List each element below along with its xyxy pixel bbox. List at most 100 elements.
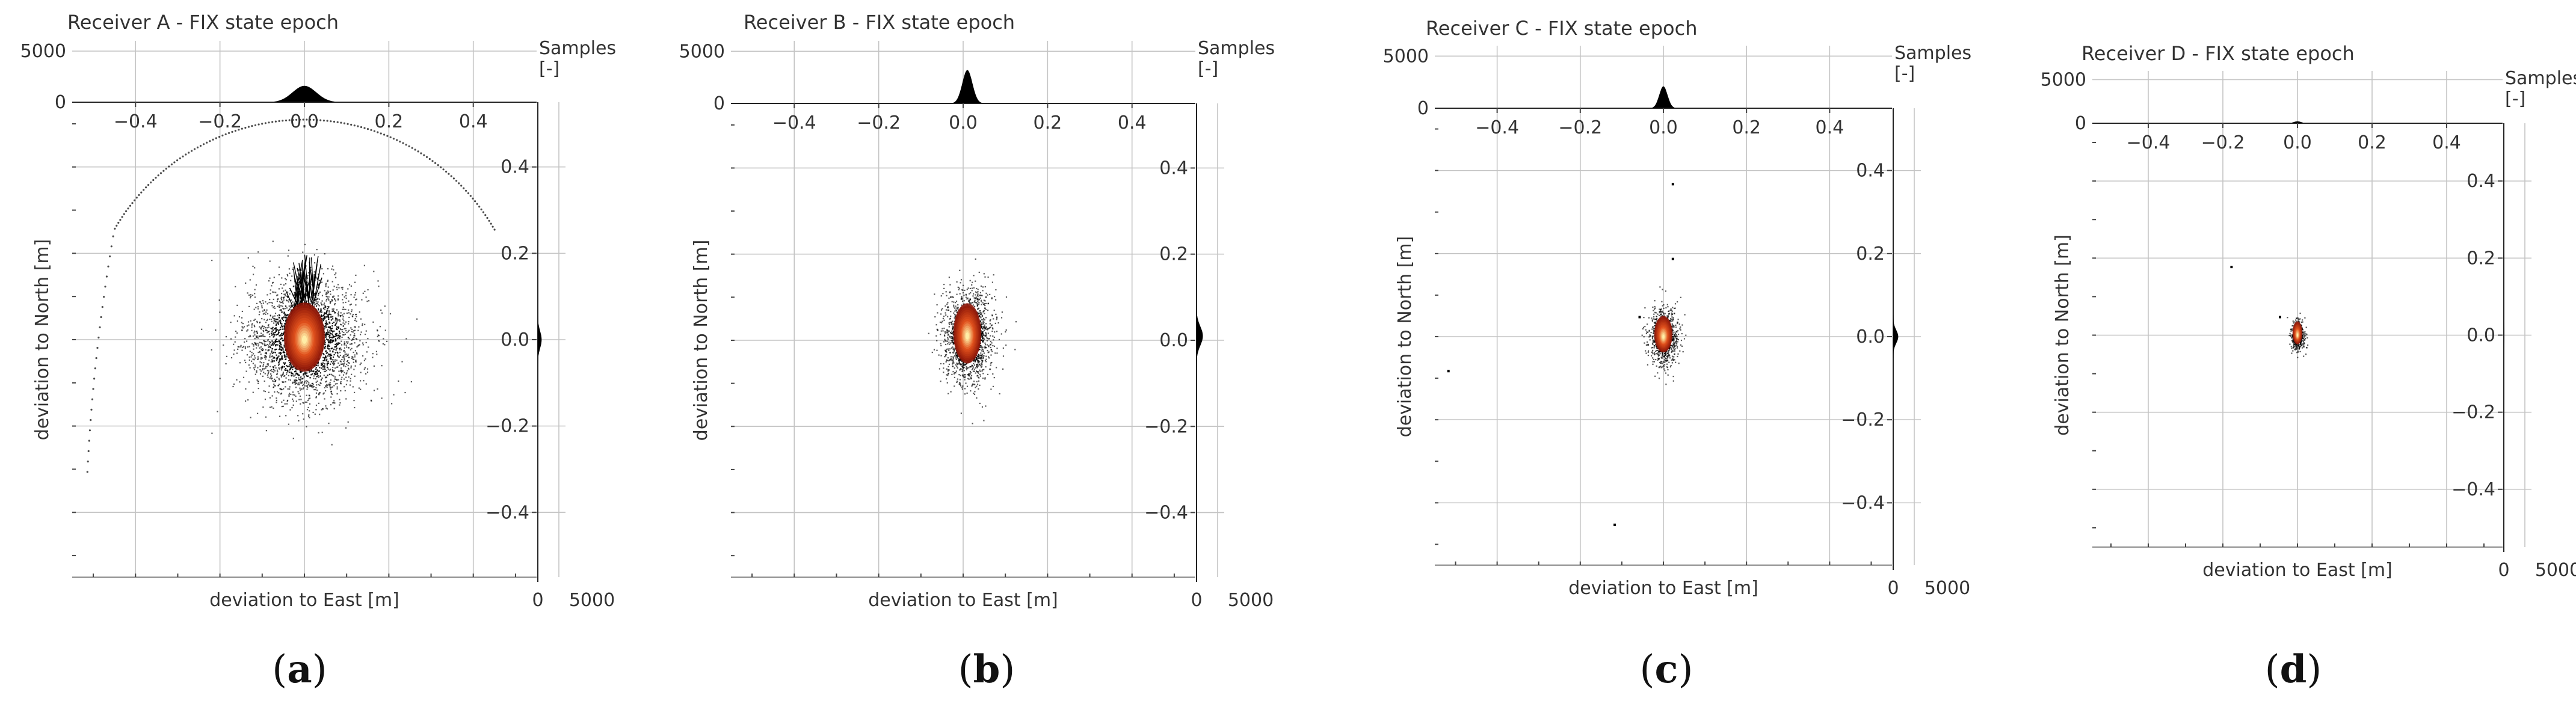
scatter-point (337, 326, 340, 328)
outlier-point (238, 129, 240, 131)
scatter-point (264, 327, 267, 329)
y-tick-label: 0.2 (1159, 244, 1188, 265)
scatter-point (247, 346, 248, 348)
scatter-point (280, 311, 283, 313)
scatter-point (341, 336, 343, 338)
scatter-point (377, 335, 378, 337)
panel-caption: (b) (958, 647, 1015, 692)
scatter-point (325, 332, 327, 334)
scatter-point (960, 368, 962, 370)
scatter-point (968, 301, 970, 302)
scatter-point (349, 304, 351, 306)
scatter-point (339, 404, 340, 406)
scatter-point (241, 329, 243, 331)
scatter-point (254, 338, 256, 340)
scatter-streak (289, 288, 299, 307)
scatter-point (960, 385, 962, 387)
y-tick-label: −0.2 (485, 416, 529, 437)
scatter-point (368, 300, 370, 302)
scatter-point (289, 364, 291, 366)
scatter-point (278, 340, 280, 341)
scatter-point (376, 353, 378, 355)
scatter-point (250, 295, 252, 297)
scatter-point (995, 289, 997, 291)
outlier-point (129, 204, 132, 207)
scatter-point (276, 402, 277, 403)
scatter-point (242, 346, 244, 348)
scatter-point (282, 372, 285, 373)
scatter-point (349, 343, 351, 345)
marginal-x-histogram (937, 70, 998, 103)
scatter-point (336, 347, 338, 349)
scatter-point (256, 330, 258, 332)
scatter-point (980, 314, 982, 316)
scatter-point (275, 328, 277, 329)
outlier-point (203, 143, 205, 145)
scatter-point (278, 378, 280, 379)
scatter-point (336, 322, 337, 323)
scatter-point (284, 314, 286, 316)
scatter-point (378, 286, 380, 287)
scatter-point (972, 295, 974, 297)
scatter-point (306, 380, 307, 382)
scatter-point (261, 326, 263, 328)
scatter-point (281, 337, 283, 340)
scatter-point (325, 336, 327, 338)
scatter-point (275, 330, 277, 332)
scatter-point (272, 361, 274, 363)
scatter-point (298, 399, 300, 400)
scatter-point (289, 308, 291, 310)
scatter-point (327, 280, 329, 281)
scatter-point (318, 402, 319, 404)
scatter-point (337, 337, 339, 339)
scatter-point (328, 373, 330, 376)
scatter-point (347, 353, 349, 355)
scatter-point (275, 320, 277, 322)
scatter-point (329, 326, 331, 328)
outlier-point (285, 119, 288, 121)
y-tick-label: −0.4 (1144, 503, 1188, 524)
scatter-point (306, 409, 309, 411)
scatter-point (279, 359, 280, 361)
scatter-point (973, 287, 975, 289)
scatter-point (1000, 333, 1002, 335)
scatter-point (283, 332, 285, 334)
scatter-point (286, 356, 288, 358)
marginal-y-histogram (1197, 279, 1203, 393)
scatter-point (948, 297, 950, 299)
scatter-point (987, 328, 989, 329)
scatter-point (256, 335, 258, 337)
x-tick-label: 0.4 (459, 111, 488, 132)
scatter-point (291, 374, 292, 376)
scatter-point (355, 360, 357, 361)
scatter-point (943, 363, 944, 365)
scatter-point (955, 364, 957, 366)
scatter-point (336, 317, 337, 320)
scatter-point (297, 374, 299, 376)
scatter-point (243, 346, 245, 347)
scatter-point (278, 352, 280, 354)
scatter-point (328, 307, 330, 308)
scatter-point (272, 240, 274, 242)
scatter-point (936, 349, 938, 351)
scatter-point (269, 357, 271, 358)
scatter-point (964, 377, 966, 379)
scatter-point (973, 275, 975, 277)
scatter-point (307, 300, 309, 302)
scatter-point (940, 330, 942, 332)
scatter-point (352, 386, 354, 388)
outlier-point (212, 138, 214, 141)
scatter-point (987, 352, 989, 353)
scatter-point (230, 357, 233, 359)
outlier-point (168, 165, 170, 168)
outlier-point (87, 450, 90, 453)
scatter-point (298, 269, 300, 271)
scatter-point (314, 413, 316, 415)
scatter-point (257, 412, 259, 414)
scatter-point (344, 353, 346, 355)
scatter-point (285, 305, 286, 307)
scatter-point (336, 320, 338, 322)
scatter-point (990, 362, 992, 364)
scatter-point (269, 319, 271, 320)
scatter-point (223, 344, 224, 346)
